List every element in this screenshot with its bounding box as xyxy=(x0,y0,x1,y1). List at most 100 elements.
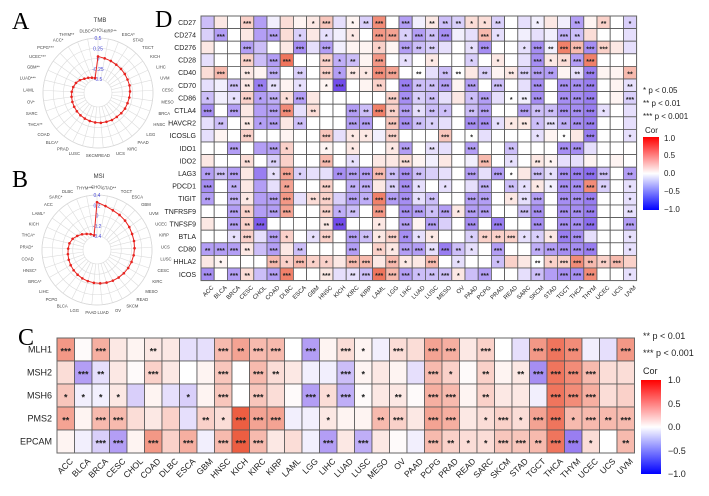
row-label-gene: CD274 xyxy=(174,32,196,39)
radar-category-label: HNSC xyxy=(153,122,165,127)
significance-stars: *** xyxy=(322,46,330,53)
significance-stars: *** xyxy=(402,21,410,28)
heatmap-cell xyxy=(253,166,268,181)
significance-stars: *** xyxy=(586,210,594,217)
radar-category-label: MESO xyxy=(161,99,174,104)
significance-stars: * xyxy=(246,198,249,205)
tmb-radar-chart: TMB CHOL KIRP** ESCA*STAD TGCT KICH LIHC UVM CES… xyxy=(20,18,175,158)
heatmap-cell xyxy=(596,191,611,206)
significance-stars: *** xyxy=(480,346,491,356)
radar-data-point xyxy=(128,84,131,87)
heatmap-cell xyxy=(253,40,268,55)
radar-category-label: OV xyxy=(115,308,121,313)
d-sig-legend-3: *** p < 0.001 xyxy=(643,112,689,121)
significance-stars: *** xyxy=(230,210,238,217)
heatmap-cell xyxy=(306,154,321,168)
heatmap-cell xyxy=(332,40,347,55)
radar-category-label: HNSC* xyxy=(23,268,37,273)
significance-stars: *** xyxy=(573,210,581,217)
significance-stars: * xyxy=(510,160,513,167)
heatmap-cell xyxy=(389,360,408,385)
radar-spoke xyxy=(92,106,97,148)
immune-checkpoint-heatmap: CD27 *** * *** * ** *** *** ** ** ** * * ** * ** ** *CD27… xyxy=(165,15,659,302)
significance-stars: * xyxy=(417,235,420,242)
heatmap-cell xyxy=(226,116,241,130)
significance-stars: ** xyxy=(231,185,237,192)
significance-stars: *** xyxy=(60,346,71,356)
heatmap-cell xyxy=(424,154,439,168)
heatmap-cell xyxy=(609,217,624,231)
radar-data-point xyxy=(104,204,107,208)
significance-stars: *** xyxy=(270,248,278,255)
significance-stars: * xyxy=(629,248,632,255)
significance-stars: *** xyxy=(296,261,304,268)
significance-stars: * xyxy=(457,261,460,268)
significance-stars: * xyxy=(444,185,447,192)
significance-stars: ** xyxy=(429,198,435,205)
significance-stars: * xyxy=(299,172,302,179)
significance-stars: * xyxy=(378,223,381,230)
significance-stars: *** xyxy=(468,84,476,91)
significance-stars: *** xyxy=(560,273,568,280)
heatmap-cell xyxy=(200,40,215,55)
significance-stars: * xyxy=(116,392,120,402)
significance-stars: *** xyxy=(375,210,383,217)
heatmap-cell xyxy=(284,406,303,431)
radar-data-point xyxy=(130,260,133,264)
heatmap-cell xyxy=(451,28,466,42)
heatmap-cell xyxy=(253,229,268,244)
row-label-gene: CD40 xyxy=(178,70,196,77)
heatmap-cell xyxy=(213,229,228,244)
radar-data-point xyxy=(105,281,108,284)
heatmap-cell xyxy=(490,267,505,282)
significance-stars: *** xyxy=(349,198,357,205)
radar-spoke xyxy=(71,262,91,300)
heatmap-cell xyxy=(511,337,530,362)
heatmap-cell xyxy=(213,191,228,206)
radar-data-point xyxy=(85,232,88,236)
significance-stars: ** xyxy=(271,84,277,91)
significance-stars: *** xyxy=(534,210,542,217)
significance-stars: *** xyxy=(283,172,291,179)
significance-stars: *** xyxy=(388,198,396,205)
significance-stars: ** xyxy=(350,185,356,192)
heatmap-cell xyxy=(609,267,624,282)
heatmap-cell xyxy=(596,28,611,42)
heatmap-cell xyxy=(609,15,624,30)
significance-stars: *** xyxy=(204,273,212,280)
significance-stars: *** xyxy=(388,97,396,104)
heatmap-cell xyxy=(292,15,307,30)
heatmap-cell xyxy=(279,116,294,130)
radar-data-point xyxy=(80,233,84,236)
heatmap-cell xyxy=(253,15,268,30)
radar-category-label: KIRC xyxy=(127,146,137,151)
significance-stars: *** xyxy=(573,261,581,268)
heatmap-cell xyxy=(596,267,611,282)
radar-category-label: PCPG*** xyxy=(37,45,54,50)
significance-stars: *** xyxy=(322,160,330,167)
radar-data-point xyxy=(132,253,135,257)
column-label: MESO xyxy=(436,285,453,302)
significance-stars: *** xyxy=(573,84,581,91)
significance-stars: *** xyxy=(388,122,396,129)
heatmap-cell xyxy=(543,78,558,93)
column-label: LGG xyxy=(300,456,320,476)
significance-stars: ** xyxy=(416,46,422,53)
heatmap-border xyxy=(56,337,635,454)
significance-stars: *** xyxy=(481,122,489,129)
heatmap-cell xyxy=(284,383,303,408)
heatmap-cell xyxy=(371,337,390,362)
radar-data-point xyxy=(74,81,78,85)
radar-data-point xyxy=(93,76,97,80)
heatmap-cell xyxy=(543,28,558,42)
heatmap-cell xyxy=(213,78,228,93)
heatmap-cell xyxy=(200,128,215,143)
heatmap-cell xyxy=(161,383,180,408)
heatmap-cell xyxy=(543,15,558,30)
significance-stars: ** xyxy=(482,235,488,242)
radar-spoke xyxy=(55,258,87,287)
radar-data-point xyxy=(70,95,73,99)
significance-stars: * xyxy=(221,415,225,425)
significance-stars: *** xyxy=(428,223,436,230)
